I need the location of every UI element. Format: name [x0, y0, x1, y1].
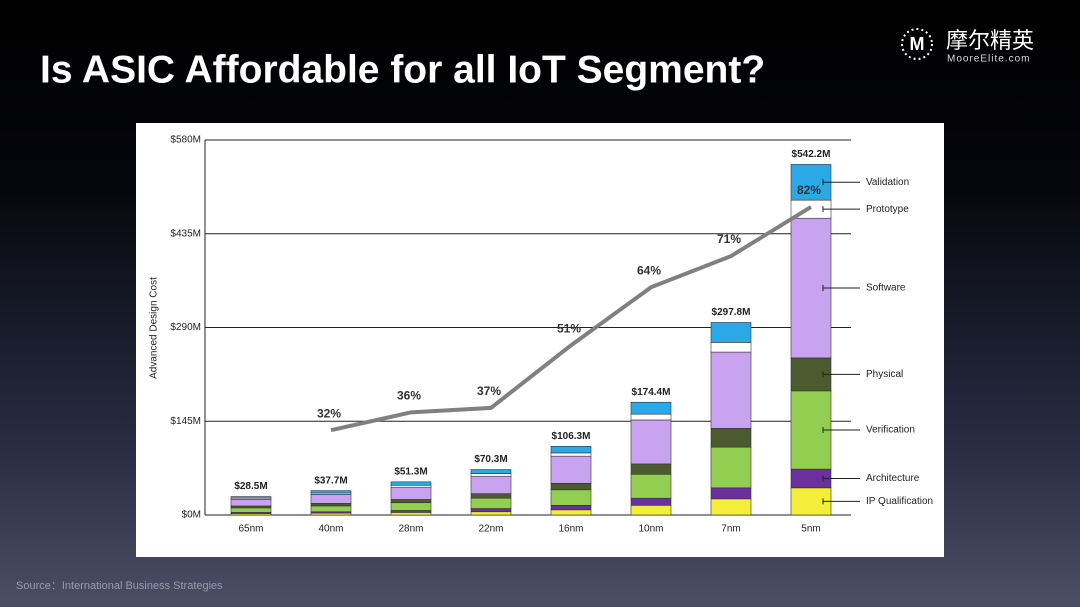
bar-segment — [470, 469, 512, 474]
bar-segment — [710, 322, 752, 343]
percent-line — [330, 205, 813, 433]
bar-segment — [710, 498, 752, 516]
bar-segment — [630, 505, 672, 516]
total-label: $37.7M — [314, 475, 347, 486]
bar-segment — [630, 401, 672, 415]
logo-mark: M — [910, 34, 925, 54]
bar-segment — [230, 496, 272, 499]
bar-segment — [470, 508, 512, 513]
total-label: $51.3M — [394, 466, 427, 477]
bar-segment — [710, 446, 752, 489]
legend-label: Prototype — [866, 204, 909, 215]
logo-en: MooreElite.com — [947, 54, 1030, 65]
bar-segment — [390, 512, 432, 516]
total-label: $542.2M — [792, 149, 831, 160]
bar-segment — [550, 505, 592, 511]
plot: $0M $145M $290M $435M $580M 65nm $28.5M 40nm $37… — [170, 135, 933, 535]
bar-segment — [310, 503, 352, 507]
x-tick-label: 40nm — [318, 524, 343, 535]
x-tick-label: 10nm — [638, 524, 663, 535]
bar-segment — [710, 342, 752, 353]
legend-label: Software — [866, 283, 906, 294]
bar-segment — [390, 486, 432, 500]
slide-title: Is ASIC Affordable for all IoT Segment? — [40, 48, 765, 91]
bar-segment — [710, 487, 752, 500]
y-tick-label: $145M — [170, 416, 201, 427]
bar-segment — [230, 507, 272, 513]
bar-segment — [310, 494, 352, 504]
bar-segment — [630, 473, 672, 499]
bar-segment — [630, 463, 672, 475]
legend-label: Verification — [866, 425, 915, 436]
bar-segment — [550, 489, 592, 506]
total-label: $174.4M — [632, 387, 671, 398]
bar-segment — [230, 499, 272, 507]
line-label: 32% — [317, 406, 341, 420]
bar-segment — [630, 419, 672, 465]
source: Source：International Business Strategies — [16, 580, 223, 592]
line-label: 37% — [477, 384, 501, 398]
bar-segment — [310, 490, 352, 494]
bar-segment — [390, 502, 432, 511]
legend-label: Physical — [866, 369, 903, 380]
legend-label: IP Qualification — [866, 496, 933, 507]
y-tick-label: $0M — [182, 510, 201, 521]
logo-ring — [901, 28, 933, 60]
total-label: $28.5M — [234, 481, 267, 492]
y-tick-label: $435M — [170, 228, 201, 239]
total-label: $70.3M — [474, 454, 507, 465]
bar-segment — [470, 493, 512, 499]
bar-segment — [710, 428, 752, 448]
line-label: 36% — [397, 388, 421, 402]
line-label: 82% — [797, 183, 821, 197]
total-label: $297.8M — [712, 307, 751, 318]
line-label: 71% — [717, 232, 741, 246]
bar-segment — [550, 509, 592, 516]
bar-segment — [470, 497, 512, 509]
bar-segment — [630, 413, 672, 421]
line-label: 51% — [557, 322, 581, 336]
bar-segment — [550, 455, 592, 484]
bar-segment — [550, 483, 592, 491]
y-tick-label: $580M — [170, 135, 201, 146]
bar-segment — [710, 351, 752, 429]
bar-segment — [390, 499, 432, 504]
x-tick-label: 28nm — [398, 524, 423, 535]
x-tick-label: 65nm — [238, 524, 263, 535]
y-tick-label: $290M — [170, 322, 201, 333]
bar-segment — [470, 511, 512, 516]
x-tick-label: 5nm — [801, 524, 820, 535]
line-label: 64% — [637, 263, 661, 277]
legend-label: Validation — [866, 177, 909, 188]
logo-cn: 摩尔精英 — [946, 28, 1034, 53]
x-tick-label: 22nm — [478, 524, 503, 535]
bar-segment — [470, 473, 512, 477]
x-tick-label: 7nm — [721, 524, 740, 535]
y-axis-label: Advanced Design Cost — [149, 277, 160, 379]
legend-label: Architecture — [866, 473, 920, 484]
bar-segment — [630, 497, 672, 506]
bar-segment — [470, 475, 512, 494]
bar-segment — [550, 452, 592, 457]
total-label: $106.3M — [552, 431, 591, 442]
bar-segment — [310, 505, 352, 513]
bar-segment — [390, 481, 432, 486]
bar-segment — [550, 445, 592, 454]
x-tick-label: 16nm — [558, 524, 583, 535]
